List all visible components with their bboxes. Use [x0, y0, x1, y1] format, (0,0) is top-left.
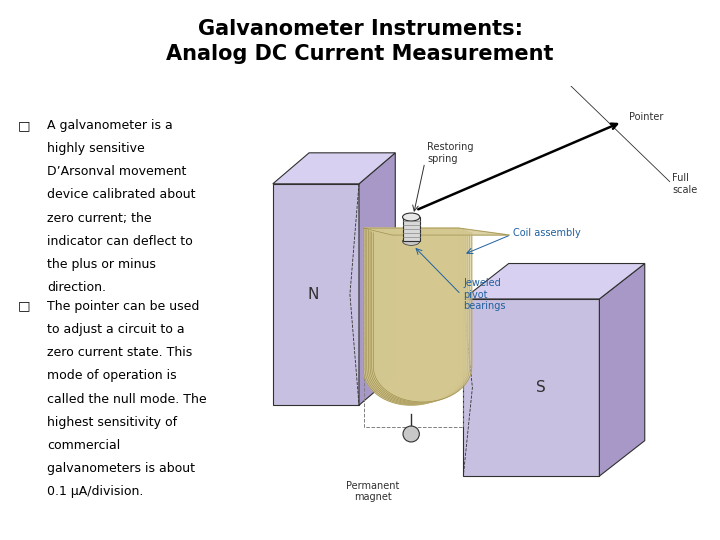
- Text: □: □: [18, 119, 30, 132]
- Ellipse shape: [402, 213, 420, 221]
- Polygon shape: [370, 231, 467, 403]
- Text: zero current state. This: zero current state. This: [47, 346, 192, 359]
- Text: the plus or minus: the plus or minus: [47, 258, 156, 271]
- Text: A galvanometer is a: A galvanometer is a: [47, 119, 173, 132]
- Text: device calibrated about: device calibrated about: [47, 188, 195, 201]
- Polygon shape: [599, 264, 645, 476]
- Polygon shape: [359, 153, 395, 405]
- Text: highest sensitivity of: highest sensitivity of: [47, 416, 177, 429]
- Text: called the null mode. The: called the null mode. The: [47, 393, 207, 406]
- Text: to adjust a circuit to a: to adjust a circuit to a: [47, 323, 184, 336]
- Text: S: S: [536, 380, 545, 395]
- Text: □: □: [18, 300, 30, 313]
- Text: Coil assembly: Coil assembly: [513, 227, 581, 238]
- Text: N: N: [308, 287, 319, 302]
- Text: Jeweled
pivot
bearings: Jeweled pivot bearings: [464, 278, 506, 311]
- Text: Full
scale: Full scale: [672, 173, 697, 194]
- Polygon shape: [273, 184, 359, 405]
- Text: Permanent
magnet: Permanent magnet: [346, 481, 400, 502]
- Polygon shape: [366, 230, 463, 404]
- Text: mode of operation is: mode of operation is: [47, 369, 176, 382]
- Text: Galvanometer Instruments:
Analog DC Current Measurement: Galvanometer Instruments: Analog DC Curr…: [166, 19, 554, 64]
- Text: zero current; the: zero current; the: [47, 212, 151, 225]
- Polygon shape: [364, 228, 510, 235]
- Polygon shape: [365, 229, 461, 404]
- Polygon shape: [369, 231, 465, 403]
- Circle shape: [403, 426, 419, 442]
- Text: direction.: direction.: [47, 281, 106, 294]
- Polygon shape: [364, 228, 459, 405]
- Text: D’Arsonval movement: D’Arsonval movement: [47, 165, 186, 178]
- Polygon shape: [372, 232, 469, 402]
- Text: 0.1 μA/division.: 0.1 μA/division.: [47, 485, 143, 498]
- Text: Pointer: Pointer: [629, 112, 663, 123]
- Text: Restoring
spring: Restoring spring: [427, 142, 474, 164]
- Text: indicator can deflect to: indicator can deflect to: [47, 235, 192, 248]
- Ellipse shape: [402, 238, 420, 245]
- Text: galvanometers is about: galvanometers is about: [47, 462, 195, 475]
- Polygon shape: [374, 233, 472, 402]
- Polygon shape: [464, 264, 645, 299]
- Text: highly sensitive: highly sensitive: [47, 142, 145, 155]
- Polygon shape: [464, 299, 599, 476]
- Polygon shape: [273, 153, 395, 184]
- Text: The pointer can be used: The pointer can be used: [47, 300, 199, 313]
- Text: commercial: commercial: [47, 439, 120, 452]
- Bar: [402, 217, 420, 241]
